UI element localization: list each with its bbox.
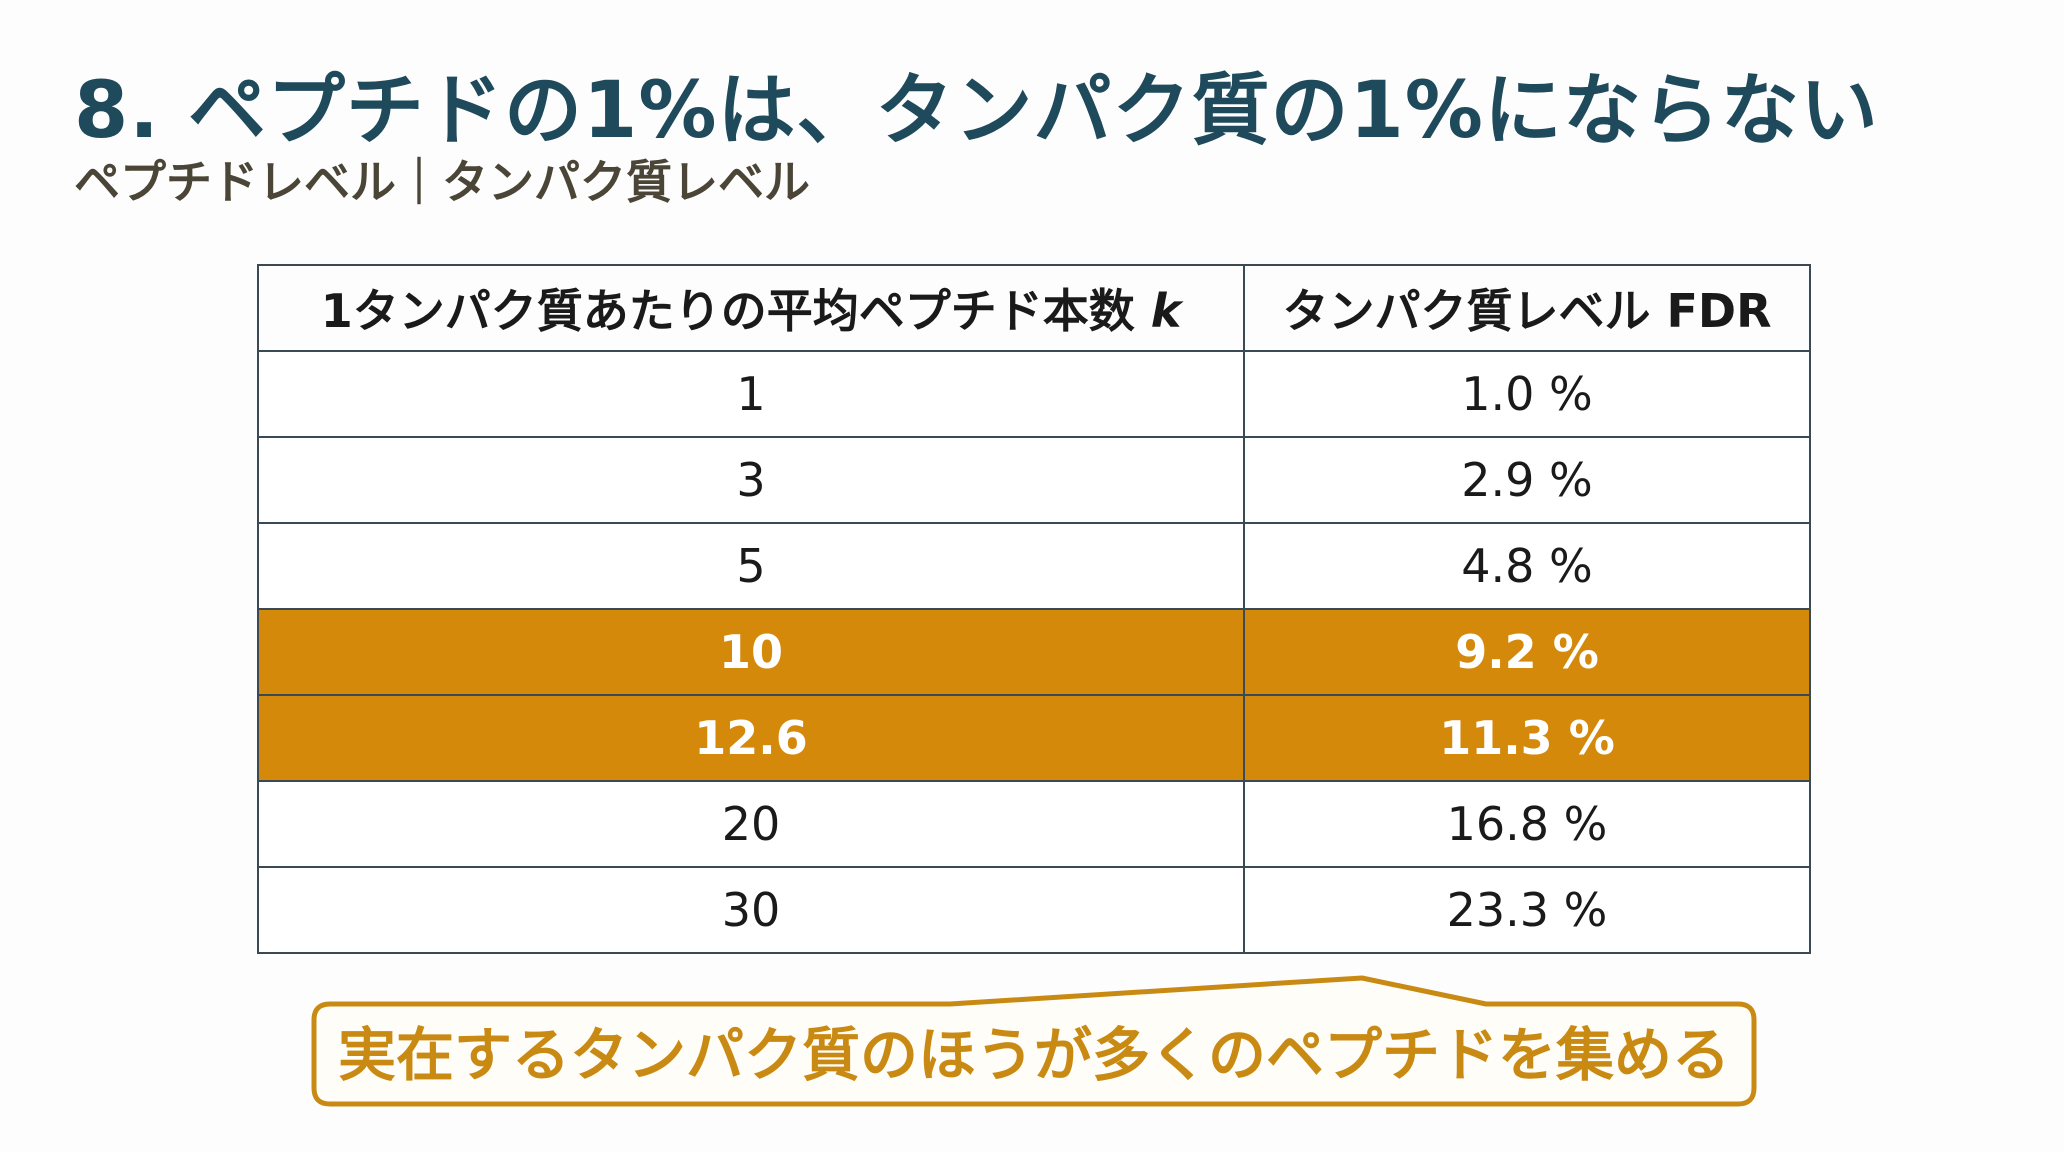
cell-k: 12.6 bbox=[257, 694, 1245, 782]
cell-fdr: 9.2 % bbox=[1243, 608, 1811, 696]
callout-text: 実在するタンパク質のほうが多くのペプチドを集める bbox=[337, 1021, 1730, 1089]
table-row: 1 1.0 % bbox=[257, 350, 1811, 438]
table-header-row: 1タンパク質あたりの平均ペプチド本数 k タンパク質レベル FDR bbox=[257, 264, 1811, 352]
page-subtitle: ペプチドレベル｜タンパク質レベル bbox=[74, 155, 810, 209]
cell-k: 5 bbox=[257, 522, 1245, 610]
cell-fdr: 16.8 % bbox=[1243, 780, 1811, 868]
cell-fdr: 1.0 % bbox=[1243, 350, 1811, 438]
header-fdr: タンパク質レベル FDR bbox=[1243, 264, 1811, 352]
cell-fdr: 23.3 % bbox=[1243, 866, 1811, 954]
cell-k: 3 bbox=[257, 436, 1245, 524]
table-row: 3 2.9 % bbox=[257, 436, 1811, 524]
page-title: 8. ペプチドの1%は、タンパク質の1%にならない bbox=[74, 66, 1879, 156]
table-row-highlighted: 12.6 11.3 % bbox=[257, 694, 1811, 782]
fdr-table: 1タンパク質あたりの平均ペプチド本数 k タンパク質レベル FDR 1 1.0 … bbox=[257, 264, 1811, 954]
header-k-variable: k bbox=[1150, 284, 1182, 338]
cell-fdr: 11.3 % bbox=[1243, 694, 1811, 782]
cell-k: 1 bbox=[257, 350, 1245, 438]
header-k: 1タンパク質あたりの平均ペプチド本数 k bbox=[257, 264, 1245, 352]
cell-k: 10 bbox=[257, 608, 1245, 696]
cell-fdr: 4.8 % bbox=[1243, 522, 1811, 610]
table-row-highlighted: 10 9.2 % bbox=[257, 608, 1811, 696]
callout-border bbox=[311, 975, 1757, 1107]
header-k-label: 1タンパク質あたりの平均ペプチド本数 bbox=[320, 284, 1135, 338]
table-row: 30 23.3 % bbox=[257, 866, 1811, 954]
cell-k: 20 bbox=[257, 780, 1245, 868]
cell-k: 30 bbox=[257, 866, 1245, 954]
cell-fdr: 2.9 % bbox=[1243, 436, 1811, 524]
table-row: 20 16.8 % bbox=[257, 780, 1811, 868]
table-row: 5 4.8 % bbox=[257, 522, 1811, 610]
callout-box: 実在するタンパク質のほうが多くのペプチドを集める bbox=[310, 972, 1758, 1108]
